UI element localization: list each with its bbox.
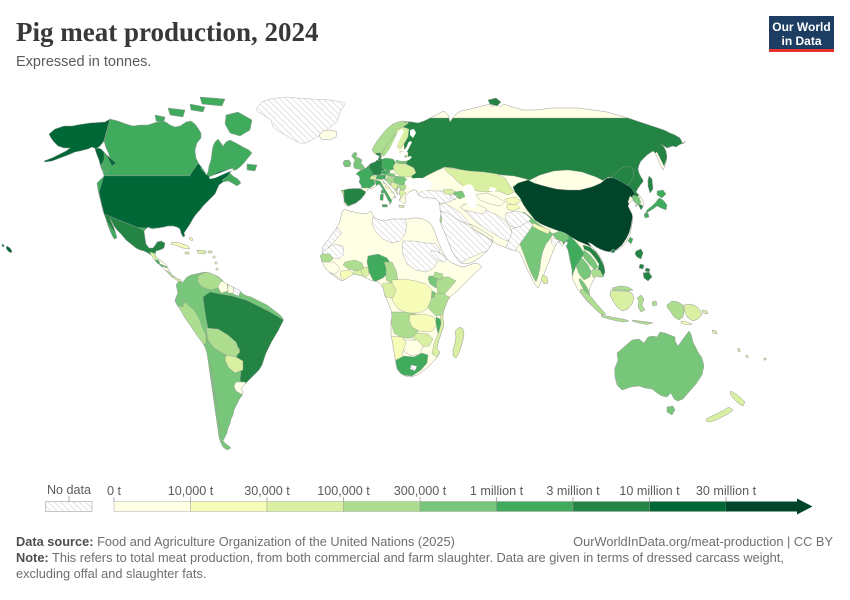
svg-text:0 t: 0 t [107, 484, 122, 498]
svg-text:10 million t: 10 million t [619, 484, 680, 498]
svg-text:30 million t: 30 million t [696, 484, 757, 498]
svg-text:1 million t: 1 million t [470, 484, 524, 498]
svg-text:300,000 t: 300,000 t [394, 484, 447, 498]
svg-text:10,000 t: 10,000 t [168, 484, 214, 498]
svg-text:100,000 t: 100,000 t [317, 484, 370, 498]
svg-text:3 million t: 3 million t [546, 484, 600, 498]
svg-text:No data: No data [47, 483, 91, 497]
svg-text:30,000 t: 30,000 t [244, 484, 290, 498]
